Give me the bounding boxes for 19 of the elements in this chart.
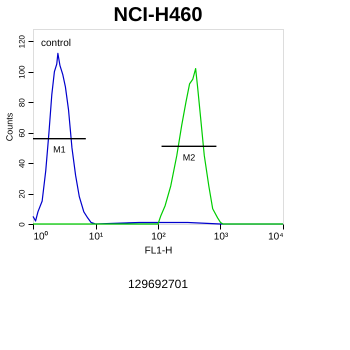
y-tick-label: 20 (18, 189, 26, 198)
x-axis-title: FL1-H (144, 246, 172, 256)
annotation: control (41, 38, 72, 49)
series-label: M1 (53, 144, 66, 155)
x-tick-label: 10¹ (88, 232, 104, 242)
y-tick-label: 0 (18, 222, 26, 227)
x-tick-label: 10³ (214, 232, 229, 242)
series-label: M2 (182, 152, 196, 162)
y-tick-label: 80 (18, 98, 26, 108)
x-tick-label: 10² (151, 232, 166, 242)
y-tick-label: 40 (18, 158, 26, 168)
chart-title: NCI-H460 (114, 4, 202, 26)
text: 129692701 (128, 277, 188, 291)
x-tick-label: 10⁰ (34, 230, 49, 242)
y-tick-label: 120 (18, 34, 26, 48)
y-tick-label: 60 (18, 128, 26, 138)
x-tick-label: 10⁴ (268, 232, 284, 242)
y-tick-label: 100 (18, 64, 26, 79)
y-axis-title: Counts (4, 112, 14, 142)
